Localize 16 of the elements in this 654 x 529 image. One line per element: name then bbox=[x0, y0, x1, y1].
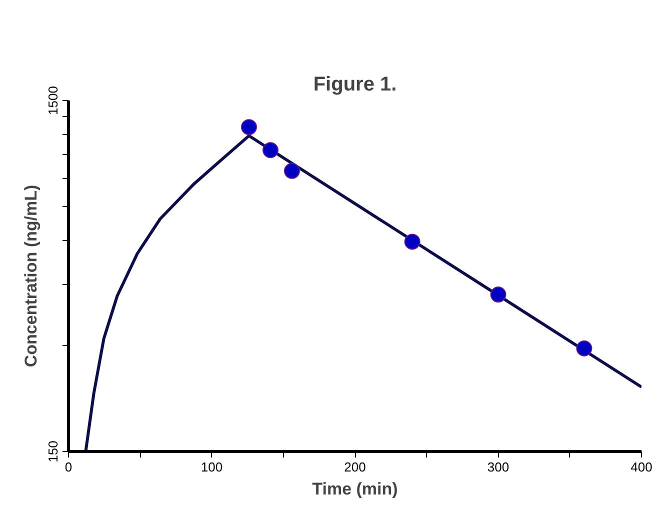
x-tick-label: 0 bbox=[64, 460, 72, 474]
point bbox=[576, 340, 592, 356]
chart-title: Figure 1. bbox=[313, 74, 397, 96]
y-tick-label: 1500 bbox=[46, 86, 60, 115]
x-tick-label: 100 bbox=[200, 460, 223, 474]
point bbox=[262, 142, 278, 158]
x-axis-title: Time (min) bbox=[312, 480, 398, 498]
y-axis-title: Concentration (ng/mL) bbox=[22, 184, 40, 368]
point bbox=[490, 286, 506, 303]
y-tick-label: 150 bbox=[46, 440, 60, 462]
point bbox=[240, 119, 257, 136]
point bbox=[284, 162, 300, 179]
x-tick-label: 200 bbox=[344, 460, 366, 474]
point bbox=[404, 234, 420, 250]
x-tick-label: 400 bbox=[630, 460, 652, 474]
x-tick-label: 300 bbox=[487, 460, 510, 474]
